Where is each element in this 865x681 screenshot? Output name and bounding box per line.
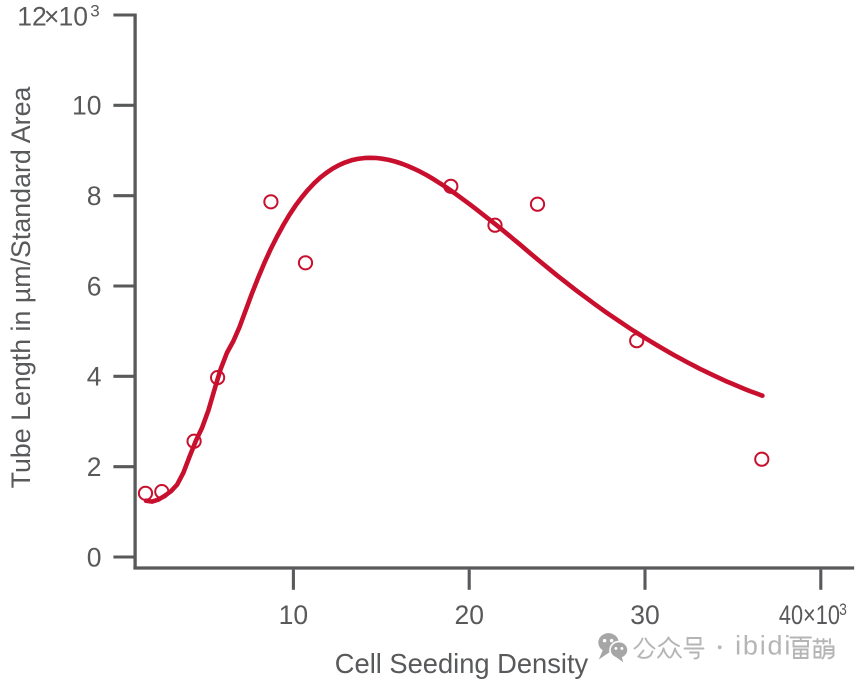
svg-text:10: 10 — [72, 91, 101, 121]
svg-text:10: 10 — [279, 600, 308, 630]
svg-text:8: 8 — [87, 181, 102, 211]
svg-text:10: 10 — [59, 2, 88, 32]
svg-text:Tube Length in µm/Standard Are: Tube Length in µm/Standard Area — [6, 87, 36, 489]
svg-text:ibidi: ibidi — [735, 631, 792, 661]
svg-text:30: 30 — [630, 600, 659, 630]
svg-text:0: 0 — [87, 542, 102, 572]
svg-text:6: 6 — [87, 271, 102, 301]
svg-text:3: 3 — [839, 601, 847, 620]
svg-text:4: 4 — [87, 362, 102, 392]
svg-text:3: 3 — [90, 2, 99, 21]
svg-text:2: 2 — [87, 452, 102, 482]
svg-text:20: 20 — [454, 600, 483, 630]
svg-text:40×10: 40×10 — [779, 601, 840, 631]
svg-text:Cell Seeding Density: Cell Seeding Density — [335, 648, 589, 679]
svg-text:×: × — [44, 2, 59, 32]
svg-text:12: 12 — [17, 2, 46, 32]
